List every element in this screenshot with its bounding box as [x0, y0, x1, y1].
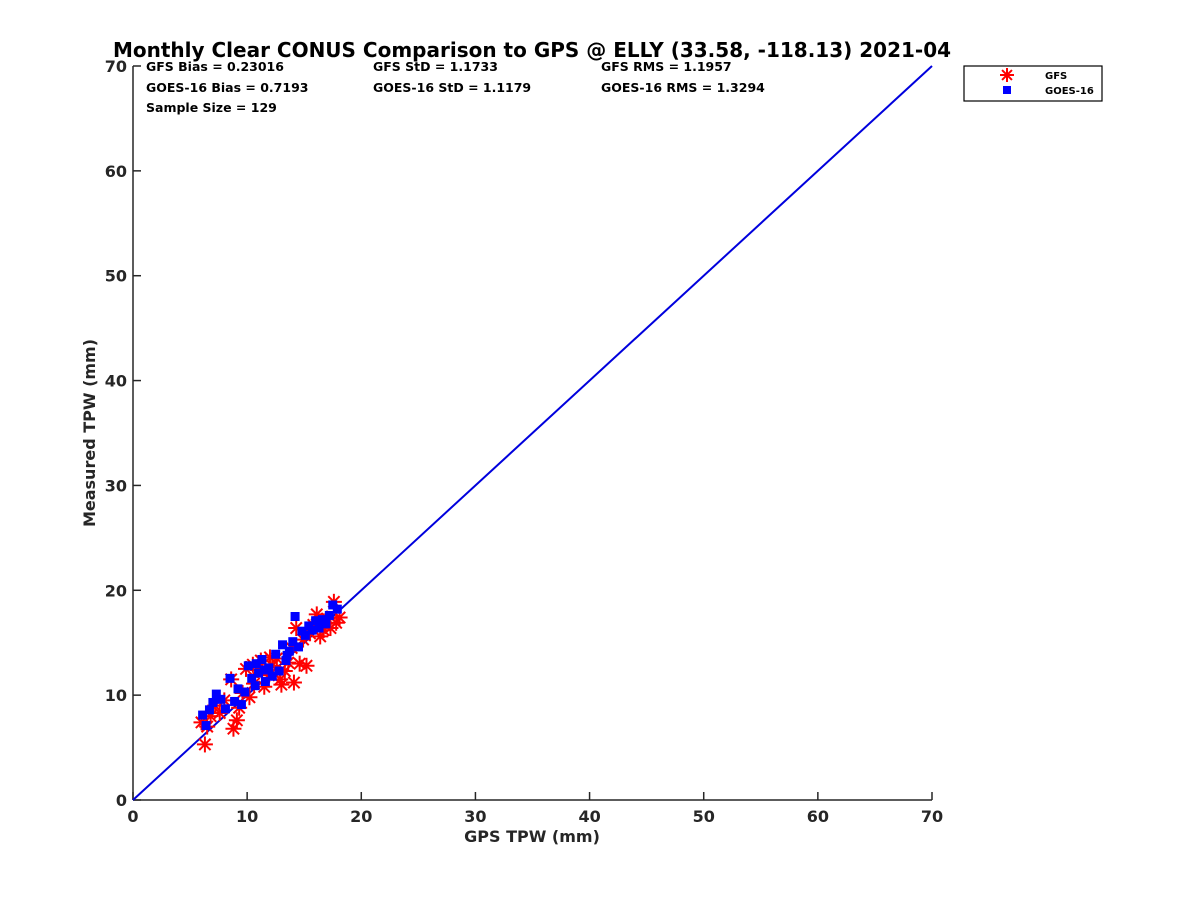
- x-tick-label: 0: [127, 807, 138, 826]
- goes-point: [216, 694, 226, 704]
- goes-point: [204, 705, 214, 715]
- y-tick-label: 20: [105, 581, 127, 600]
- goes-point: [236, 700, 246, 710]
- x-ticks: 0 10 20 30 40 50 60 70: [127, 792, 943, 826]
- goes-point: [257, 654, 267, 664]
- goes-point: [281, 656, 291, 666]
- goes-point: [332, 604, 342, 614]
- stats-block: GFS Bias = 0.23016 GFS StD = 1.1733 GFS …: [146, 59, 765, 115]
- axes: [132, 66, 932, 801]
- goes-bias-text: GOES-16 Bias = 0.7193: [146, 80, 308, 95]
- y-tick-label: 0: [116, 791, 127, 810]
- goes-point: [267, 671, 277, 681]
- x-axis-label: GPS TPW (mm): [464, 827, 600, 846]
- goes-point: [307, 625, 317, 635]
- x-tick-label: 40: [578, 807, 600, 826]
- y-axis-label: Measured TPW (mm): [80, 339, 99, 527]
- x-tick-label: 10: [236, 807, 258, 826]
- goes-point: [274, 666, 284, 676]
- goes-rms-text: GOES-16 RMS = 1.3294: [601, 80, 765, 95]
- x-tick-label: 70: [921, 807, 943, 826]
- gfs-bias-text: GFS Bias = 0.23016: [146, 59, 284, 74]
- gfs-point: [298, 657, 315, 674]
- gfs-std-text: GFS StD = 1.1733: [373, 59, 498, 74]
- goes-point: [201, 721, 211, 731]
- y-tick-label: 40: [105, 372, 127, 391]
- goes-series: [198, 600, 342, 731]
- x-tick-label: 30: [464, 807, 486, 826]
- goes-point: [260, 677, 270, 687]
- legend-goes-marker: [1003, 86, 1011, 94]
- x-tick-label: 20: [350, 807, 372, 826]
- goes-point: [288, 637, 298, 647]
- legend-gfs-marker: [1000, 68, 1014, 82]
- gfs-point: [273, 676, 290, 693]
- goes-point: [300, 630, 310, 640]
- goes-point: [321, 619, 331, 629]
- y-ticks: 0 10 20 30 40 50 60 70: [105, 57, 141, 810]
- y-tick-label: 70: [105, 57, 127, 76]
- goes-point: [220, 704, 230, 714]
- goes-point: [247, 673, 257, 683]
- y-tick-label: 60: [105, 162, 127, 181]
- gfs-point: [285, 674, 302, 691]
- gfs-point: [228, 712, 245, 729]
- goes-point: [264, 663, 274, 673]
- goes-point: [225, 673, 235, 683]
- legend-gfs-label: GFS: [1045, 71, 1067, 82]
- goes-point: [311, 616, 321, 626]
- legend: GFS GOES-16: [963, 65, 1103, 102]
- goes-point: [282, 650, 292, 660]
- goes-point: [251, 659, 261, 669]
- gfs-rms-text: GFS RMS = 1.1957: [601, 59, 732, 74]
- goes-point: [290, 612, 300, 621]
- goes-point: [230, 696, 240, 706]
- goes-point: [294, 642, 304, 652]
- goes-point: [278, 640, 288, 650]
- goes-point: [243, 661, 253, 671]
- gfs-point: [196, 736, 213, 753]
- goes-point: [233, 684, 243, 694]
- goes-point: [314, 623, 324, 633]
- goes-point: [324, 610, 334, 620]
- goes-std-text: GOES-16 StD = 1.1179: [373, 80, 531, 95]
- chart-title: Monthly Clear CONUS Comparison to GPS @ …: [113, 38, 951, 62]
- sample-size-text: Sample Size = 129: [146, 100, 277, 115]
- x-tick-label: 50: [693, 807, 715, 826]
- x-tick-label: 60: [807, 807, 829, 826]
- goes-point: [328, 600, 338, 610]
- goes-point: [198, 710, 208, 720]
- goes-point: [240, 687, 250, 697]
- goes-point: [208, 697, 218, 707]
- goes-point: [254, 668, 264, 678]
- goes-point: [259, 665, 269, 675]
- goes-point: [271, 649, 281, 659]
- goes-point: [211, 689, 221, 699]
- legend-box: [963, 65, 1103, 102]
- y-tick-label: 30: [105, 476, 127, 495]
- legend-goes-label: GOES-16: [1045, 86, 1094, 97]
- y-tick-label: 10: [105, 686, 127, 705]
- goes-point: [250, 681, 260, 691]
- y-tick-label: 50: [105, 267, 127, 286]
